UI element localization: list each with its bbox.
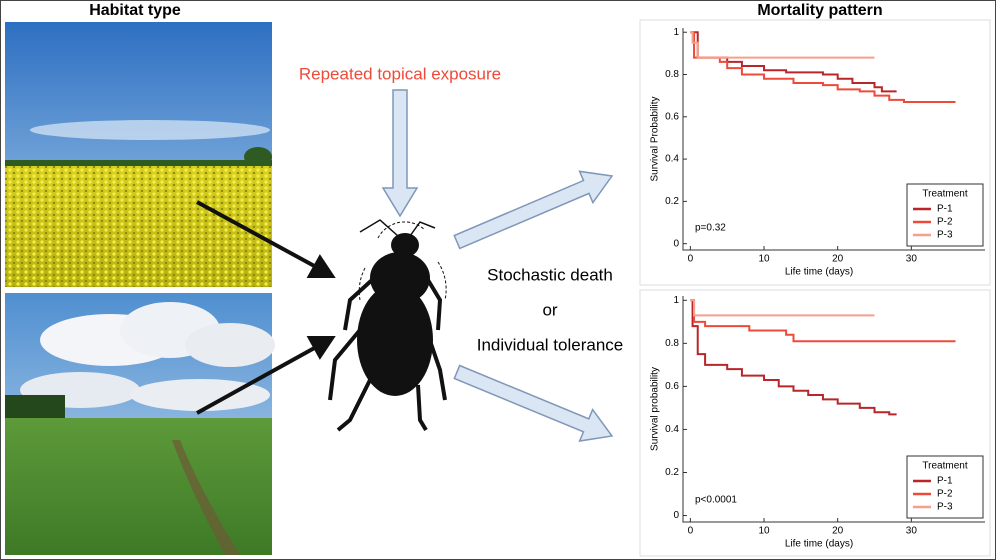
exposure-arrows	[381, 89, 614, 442]
y-tick-label: 0.8	[665, 338, 679, 349]
legend-label: P-2	[937, 489, 953, 500]
y-axis-label: Survival probability	[650, 367, 661, 451]
x-tick-label: 30	[906, 254, 918, 265]
y-tick-label: 0.8	[665, 69, 679, 80]
y-tick-label: 0.2	[665, 467, 679, 478]
x-tick-label: 10	[758, 254, 770, 265]
x-tick-label: 30	[906, 526, 918, 537]
y-tick-label: 0	[673, 238, 679, 249]
survival-curve	[690, 31, 956, 103]
habitat-title: Habitat type	[89, 2, 181, 19]
mortality-title: Mortality pattern	[757, 2, 882, 19]
legend-label: P-1	[937, 476, 953, 487]
survival-curve	[690, 31, 875, 59]
x-tick-label: 0	[688, 254, 694, 265]
chart-panel	[639, 19, 991, 286]
block-arrow	[453, 364, 614, 442]
y-tick-label: 0	[673, 510, 679, 521]
y-tick-label: 0.6	[665, 111, 679, 122]
x-tick-label: 10	[758, 526, 770, 537]
survival-curve	[690, 299, 956, 343]
x-tick-label: 20	[832, 526, 844, 537]
exposure-label: Repeated topical exposure	[299, 64, 501, 83]
y-tick-label: 0.4	[665, 424, 679, 435]
survival-curve	[690, 299, 897, 416]
block-arrow	[453, 170, 614, 250]
beetle	[328, 219, 447, 432]
block-arrow	[381, 89, 419, 218]
p-value: p=0.32	[695, 223, 726, 234]
outcome-label: Individual tolerance	[477, 335, 623, 354]
x-tick-label: 0	[688, 526, 694, 537]
axis	[682, 296, 985, 523]
y-tick-label: 1	[673, 295, 679, 306]
chart-panel	[639, 289, 991, 557]
legend-label: P-3	[937, 502, 953, 513]
grassland-photo	[5, 293, 275, 555]
outcome-or: or	[542, 300, 557, 319]
y-tick-label: 0.2	[665, 196, 679, 207]
axis	[682, 28, 985, 251]
legend-label: P-3	[937, 230, 953, 241]
x-tick-label: 20	[832, 254, 844, 265]
y-tick-label: 0.6	[665, 381, 679, 392]
x-axis-label: Life time (days)	[785, 539, 853, 550]
p-value: p<0.0001	[695, 495, 737, 506]
legend-title: Treatment	[922, 189, 967, 200]
survival-curve	[690, 31, 897, 93]
y-tick-label: 0.4	[665, 154, 679, 165]
survival-curve	[690, 299, 875, 317]
rapeseed-photo	[5, 22, 272, 287]
y-tick-label: 1	[673, 27, 679, 38]
legend-label: P-1	[937, 204, 953, 215]
legend-label: P-2	[937, 217, 953, 228]
outcome-label: Stochastic death	[487, 265, 613, 284]
y-axis-label: Survival Probability	[650, 96, 661, 181]
legend-title: Treatment	[922, 461, 967, 472]
x-axis-label: Life time (days)	[785, 267, 853, 278]
habitat-arrows	[196, 200, 336, 415]
